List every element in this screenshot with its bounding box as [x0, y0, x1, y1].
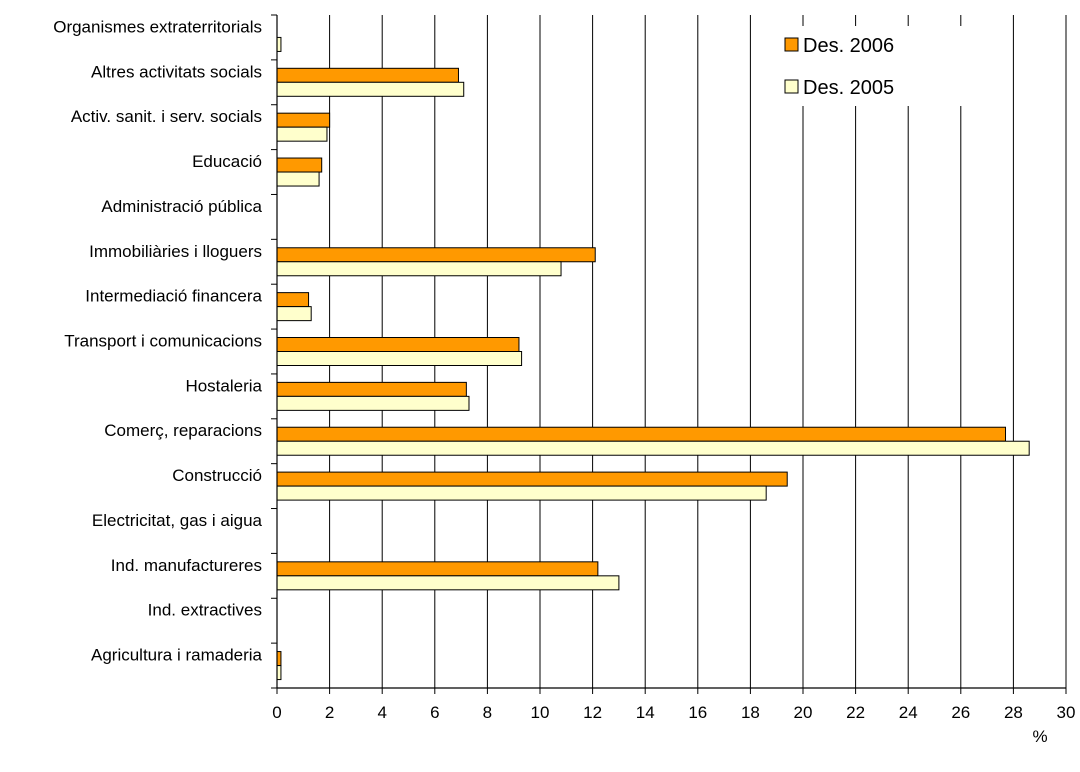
x-tick-label: 24: [899, 703, 918, 722]
y-tick-label: Organismes extraterritorials: [53, 17, 262, 36]
bar-des-2006: [276, 247, 596, 263]
y-tick-label: Ind. extractives: [148, 601, 262, 620]
y-tick-label: Transport i comunicacions: [64, 332, 262, 351]
legend-box: [778, 26, 964, 106]
x-tick-label: 12: [583, 703, 602, 722]
bar-des-2006: [276, 112, 331, 128]
y-tick-label: Immobiliàries i lloguers: [89, 242, 262, 261]
bar-des-2005: [276, 261, 562, 277]
y-tick-label: Altres activitats socials: [91, 62, 262, 81]
x-tick-label: 22: [846, 703, 865, 722]
bar-des-2006: [276, 292, 310, 308]
legend-label-des-2005: Des. 2005: [803, 77, 894, 99]
y-tick-label: Educació: [192, 152, 262, 171]
bar-des-2005: [276, 81, 465, 97]
legend: Des. 2006 Des. 2005: [778, 26, 964, 106]
axes: [271, 14, 1067, 694]
x-tick-label: 2: [325, 703, 334, 722]
x-tick-label: 10: [531, 703, 550, 722]
bar-des-2006: [276, 337, 520, 352]
bar-des-2006: [276, 157, 323, 173]
y-tick-label: Agricultura i ramaderia: [91, 646, 263, 665]
y-tick-label: Construcció: [172, 466, 262, 485]
y-tick-label: Comerç, reparacions: [104, 421, 262, 440]
x-tick-label: 28: [1004, 703, 1023, 722]
bar-des-2005: [276, 575, 620, 591]
x-tick-label: 30: [1057, 703, 1076, 722]
grid-lines: [329, 15, 1067, 688]
bar-des-2005: [276, 306, 312, 322]
bar-des-2005: [276, 351, 523, 366]
y-tick-label: Ind. manufactureres: [111, 556, 262, 575]
x-tick-label: 26: [951, 703, 970, 722]
y-tick-label: Hostaleria: [185, 376, 262, 395]
bar-des-2005: [276, 485, 767, 501]
y-tick-label: Activ. sanit. i serv. socials: [71, 107, 262, 126]
y-tick-label: Electricitat, gas i aigua: [92, 511, 263, 530]
legend-label-des-2006: Des. 2006: [803, 35, 894, 57]
y-tick-label: Administració pública: [101, 197, 262, 216]
bar-des-2006: [276, 471, 788, 487]
bar-des-2006: [276, 426, 1007, 442]
x-tick-label: 0: [272, 703, 281, 722]
bar-des-2005: [276, 126, 328, 142]
x-tick-label: 8: [483, 703, 492, 722]
x-tick-label: 4: [377, 703, 386, 722]
x-tick-label: 18: [741, 703, 760, 722]
bar-des-2005: [276, 171, 320, 187]
bar-des-2005: [276, 395, 470, 411]
x-tick-label: 20: [794, 703, 813, 722]
bars: [276, 36, 1030, 681]
legend-swatch-des-2005: [784, 79, 799, 94]
bar-des-2006: [276, 67, 459, 83]
x-tick-label: 6: [430, 703, 439, 722]
bar-des-2006: [276, 381, 467, 397]
bar-des-2005: [276, 440, 1030, 456]
bar-des-2006: [276, 561, 599, 577]
x-tick-label: 14: [636, 703, 655, 722]
x-axis-label: %: [1032, 727, 1047, 746]
y-tick-label: Intermediació financera: [85, 287, 262, 306]
legend-swatch-des-2006: [784, 37, 799, 52]
x-tick-label: 16: [688, 703, 707, 722]
